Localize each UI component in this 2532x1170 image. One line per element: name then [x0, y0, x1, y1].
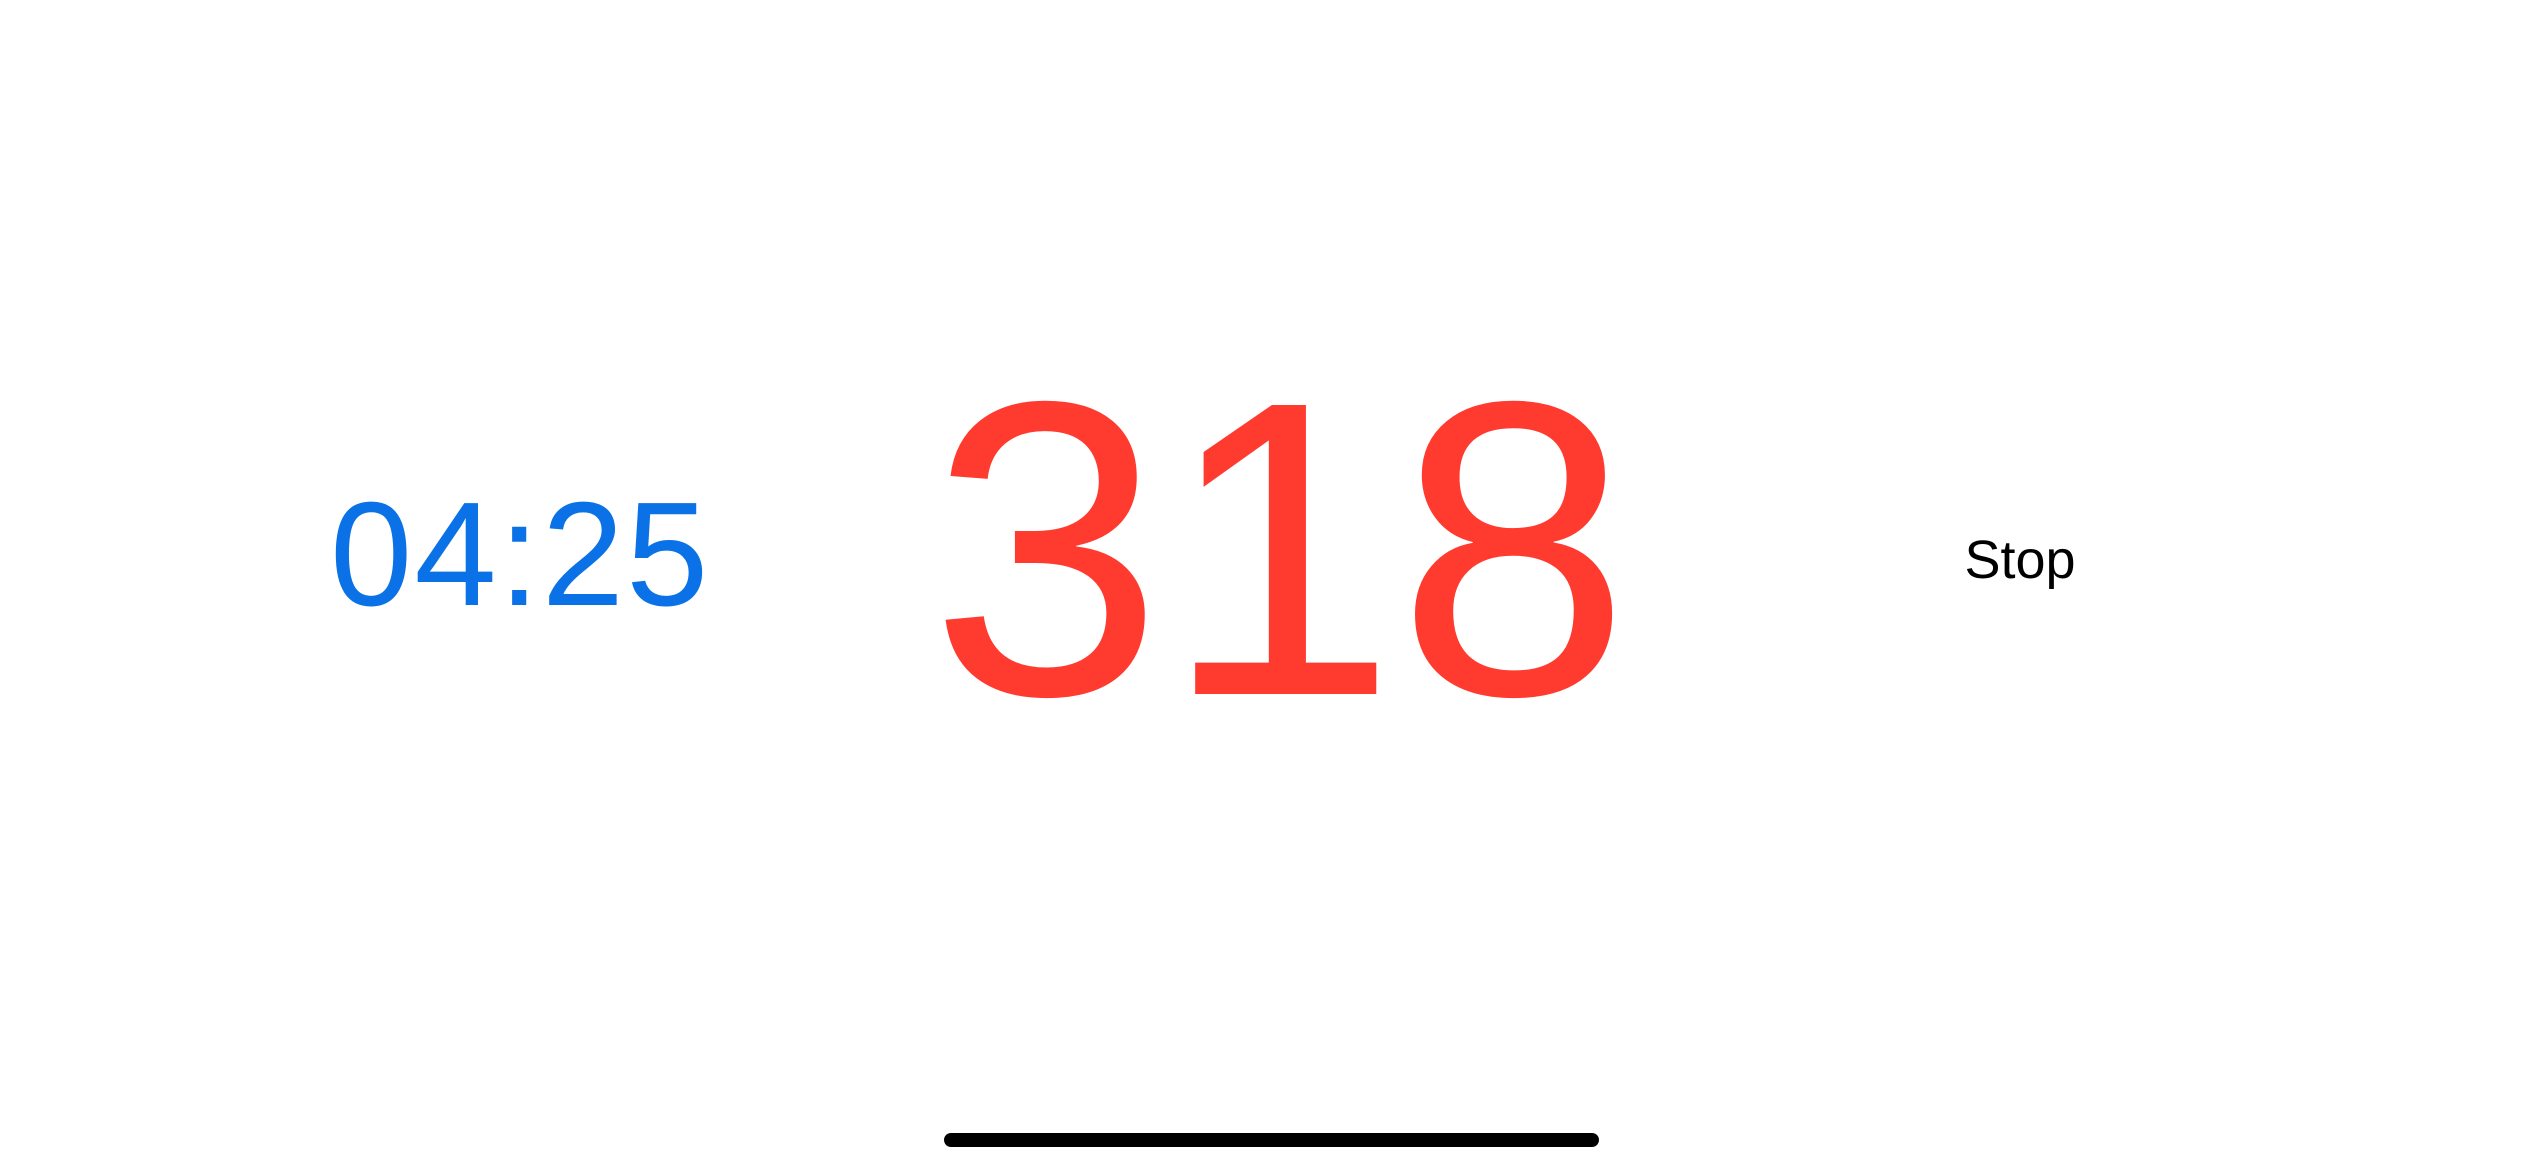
elapsed-timer: 04:25: [330, 472, 711, 637]
home-indicator[interactable]: [944, 1133, 1599, 1147]
counter-value: 318: [929, 315, 1631, 784]
stop-button[interactable]: Stop: [1930, 525, 2110, 595]
